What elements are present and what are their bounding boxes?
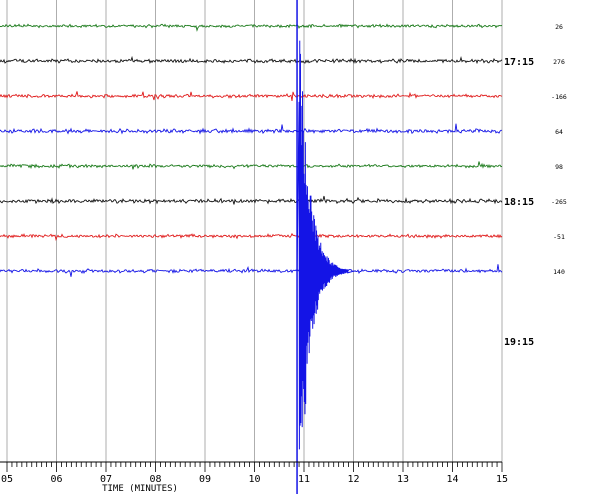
x-tick-label: 06	[50, 474, 62, 485]
hour-label: 19:15	[504, 337, 534, 348]
trace-line	[0, 264, 503, 277]
offset-label: 98	[555, 163, 563, 171]
hour-label: 18:15	[504, 197, 534, 208]
x-tick-label: 13	[397, 474, 409, 485]
x-tick-label: 09	[199, 474, 211, 485]
trace-line	[0, 91, 503, 101]
trace-line	[0, 55, 503, 65]
trace-line	[0, 23, 503, 32]
time-grid	[6, 0, 503, 462]
x-tick-label: 07	[100, 474, 112, 485]
hour-label: 17:15	[504, 57, 534, 68]
offset-label: 140	[553, 268, 565, 276]
x-tick-label: 11	[298, 474, 310, 485]
hour-labels: 17:15 18:15 19:15	[504, 57, 534, 348]
x-tick-label: 10	[248, 474, 260, 485]
offset-label: 64	[555, 128, 563, 136]
offset-label: 26	[555, 23, 563, 31]
trace-group	[0, 23, 503, 277]
trace-line	[0, 161, 503, 170]
offset-label: -265	[551, 198, 567, 206]
x-tick-label: 14	[446, 474, 458, 485]
x-tick-label: 15	[496, 474, 508, 485]
offset-label: -166	[551, 93, 567, 101]
offset-label: -51	[553, 233, 565, 241]
trace-line	[0, 232, 503, 242]
x-tick-label: 08	[149, 474, 161, 485]
x-tick-label: 05	[1, 474, 13, 485]
x-axis-label: TIME (MINUTES)	[102, 484, 178, 494]
earthquake-event	[296, 0, 355, 494]
trace-line	[0, 195, 503, 205]
x-tick-label: 12	[347, 474, 359, 485]
offset-labels: 26 276 -166 64 98 -265 -51 140	[551, 23, 567, 276]
offset-label: 276	[553, 58, 565, 66]
time-axis: 05 06 07 08 09 10 11 12 13 14 15	[0, 461, 508, 485]
event-waveform	[296, 40, 355, 450]
trace-line	[0, 123, 503, 135]
